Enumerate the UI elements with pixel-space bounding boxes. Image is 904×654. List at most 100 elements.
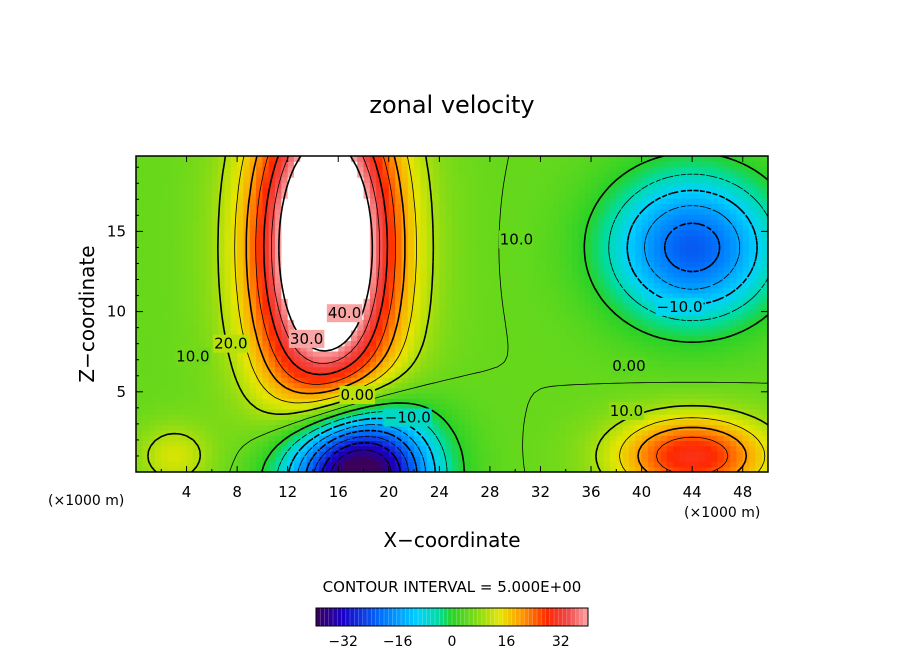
heat-cell xyxy=(300,235,308,241)
heat-cell xyxy=(540,224,548,231)
heat-cell xyxy=(565,282,573,289)
heat-cell xyxy=(496,377,504,384)
heat-cell xyxy=(218,219,226,226)
heat-cell xyxy=(452,366,459,373)
heat-cell xyxy=(527,429,535,436)
heat-cell xyxy=(218,424,226,431)
heat-cell xyxy=(647,329,655,336)
heat-cell xyxy=(173,319,181,326)
heat-cell xyxy=(199,371,207,378)
heat-cell xyxy=(211,377,219,384)
heat-cell xyxy=(350,466,358,472)
heat-cell xyxy=(489,277,497,283)
heat-cell xyxy=(666,335,674,341)
heat-cell xyxy=(363,466,371,472)
heat-cell xyxy=(256,366,263,373)
heat-cell xyxy=(534,277,542,283)
heat-cell xyxy=(755,261,763,268)
heat-cell xyxy=(142,308,150,315)
heat-cell xyxy=(287,445,295,452)
heat-cell xyxy=(161,319,169,326)
heat-cell xyxy=(679,356,687,362)
heat-cell xyxy=(167,329,175,336)
heat-cell xyxy=(426,287,434,294)
heat-cell xyxy=(635,324,643,331)
heat-cell xyxy=(742,324,750,331)
heat-cell xyxy=(483,398,491,405)
heat-cell xyxy=(565,271,573,278)
heat-cell xyxy=(256,340,263,347)
heat-cell xyxy=(527,256,535,262)
heat-cell xyxy=(584,371,592,378)
heat-cell xyxy=(660,219,668,226)
heat-cell xyxy=(407,456,415,463)
heat-cell xyxy=(161,350,169,357)
heat-cell xyxy=(376,308,384,315)
heat-cell xyxy=(584,461,592,468)
heat-cell xyxy=(622,213,630,220)
heat-cell xyxy=(692,435,700,441)
heat-cell xyxy=(527,266,535,273)
heat-cell xyxy=(458,245,466,252)
heat-cell xyxy=(483,335,491,341)
heat-cell xyxy=(622,393,630,399)
heat-cell xyxy=(369,424,377,431)
heat-cell xyxy=(673,261,681,268)
heat-cell xyxy=(414,314,421,320)
heat-cell xyxy=(388,213,396,220)
heat-cell xyxy=(338,282,346,289)
heat-cell xyxy=(521,298,529,305)
heat-cell xyxy=(161,361,169,368)
heat-cell xyxy=(173,235,181,241)
heat-cell xyxy=(300,393,308,399)
heat-cell xyxy=(205,329,213,336)
heat-cell xyxy=(395,229,403,236)
heat-cell xyxy=(622,450,630,457)
heat-cell xyxy=(294,287,301,294)
heat-cell xyxy=(325,393,333,399)
heat-cell xyxy=(439,319,447,326)
heat-cell xyxy=(610,345,617,352)
heat-cell xyxy=(572,314,579,320)
heat-cell xyxy=(363,429,371,436)
heat-cell xyxy=(572,308,579,315)
heat-cell xyxy=(464,435,472,441)
heat-cell xyxy=(635,429,643,436)
heat-cell xyxy=(666,393,674,399)
heat-cell xyxy=(338,429,346,436)
heat-cell xyxy=(338,271,346,278)
heat-cell xyxy=(420,298,428,305)
heat-cell xyxy=(414,261,421,268)
heat-cell xyxy=(369,308,377,315)
heat-cell xyxy=(477,319,485,326)
heat-cell xyxy=(407,387,415,394)
heat-cell xyxy=(591,292,598,299)
heat-cell xyxy=(698,466,706,472)
heat-cell xyxy=(445,377,453,384)
heat-cell xyxy=(300,319,308,326)
heat-cell xyxy=(312,292,320,299)
heat-cell xyxy=(723,387,731,394)
heat-cell xyxy=(173,387,181,394)
heat-cell xyxy=(237,424,245,431)
heat-cell xyxy=(350,414,358,420)
heat-cell xyxy=(723,350,731,357)
heat-cell xyxy=(199,450,207,457)
heat-cell xyxy=(161,419,169,426)
heat-cell xyxy=(363,424,371,431)
heat-cell xyxy=(312,308,320,315)
heat-cell xyxy=(679,398,687,405)
heat-cell xyxy=(167,271,175,278)
heat-cell xyxy=(395,261,403,268)
heat-cell xyxy=(205,314,213,320)
heat-cell xyxy=(458,298,466,305)
heat-cell xyxy=(376,277,384,283)
heat-cell xyxy=(452,456,459,463)
heat-cell xyxy=(142,266,150,273)
heat-cell xyxy=(338,450,346,457)
heat-cell xyxy=(666,235,674,241)
heat-cell xyxy=(477,361,485,368)
heat-cell xyxy=(180,435,188,441)
heat-cell xyxy=(218,414,226,420)
heat-cell xyxy=(167,256,175,262)
